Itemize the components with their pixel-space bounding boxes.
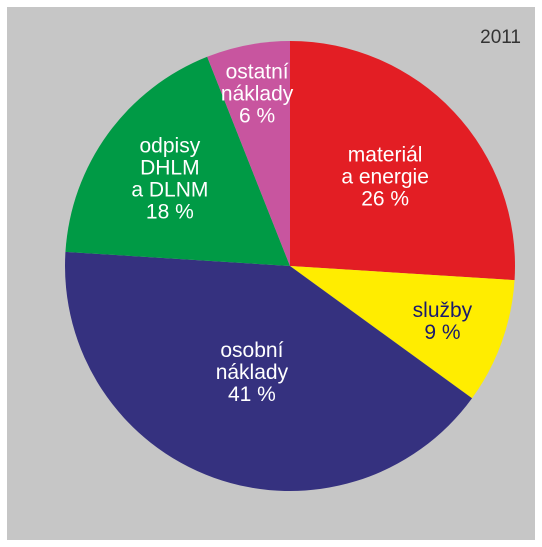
pie-slice-label-line: náklady (221, 83, 294, 106)
pie-slice-label-line: náklady (216, 361, 289, 384)
chart-year-label: 2011 (480, 27, 521, 48)
pie-slice-label-line: osobní (220, 339, 283, 362)
pie-slice-label-line: odpisy (140, 135, 201, 158)
pie-slice-label-line: a DLNM (131, 179, 208, 202)
pie-slice-label-line: materiál (348, 144, 423, 167)
pie-slice-label-line: ostatní (226, 61, 289, 84)
pie-slice-label-line: 6 % (239, 105, 275, 128)
pie-slice-label-line: 18 % (146, 201, 194, 224)
pie-slice-label-line: 41 % (228, 383, 276, 406)
pie-slice-4 (207, 41, 290, 266)
pie-slice-label-line: a energie (341, 166, 429, 189)
pie-slice-label-line: DHLM (140, 157, 200, 180)
pie-slice-1 (290, 266, 515, 399)
pie-slice-label-line: 26 % (361, 188, 409, 211)
pie-slice-label-2: osobní náklady 41 % (216, 339, 289, 406)
pie-slice-0 (290, 41, 515, 281)
pie-slice-label-1: služby 9 % (413, 299, 473, 344)
pie-slice-label-line: 9 % (424, 321, 460, 344)
pie-slice-label-line: služby (413, 299, 473, 322)
pie-slice-label-0: materiál a energie 26 % (341, 144, 429, 211)
pie-slice-label-3: odpisy DHLM a DLNM 18 % (131, 135, 208, 224)
pie-slice-3 (65, 56, 290, 266)
pie-slice-2 (65, 251, 473, 491)
pie-slice-label-4: ostatní náklady 6 % (221, 61, 294, 128)
